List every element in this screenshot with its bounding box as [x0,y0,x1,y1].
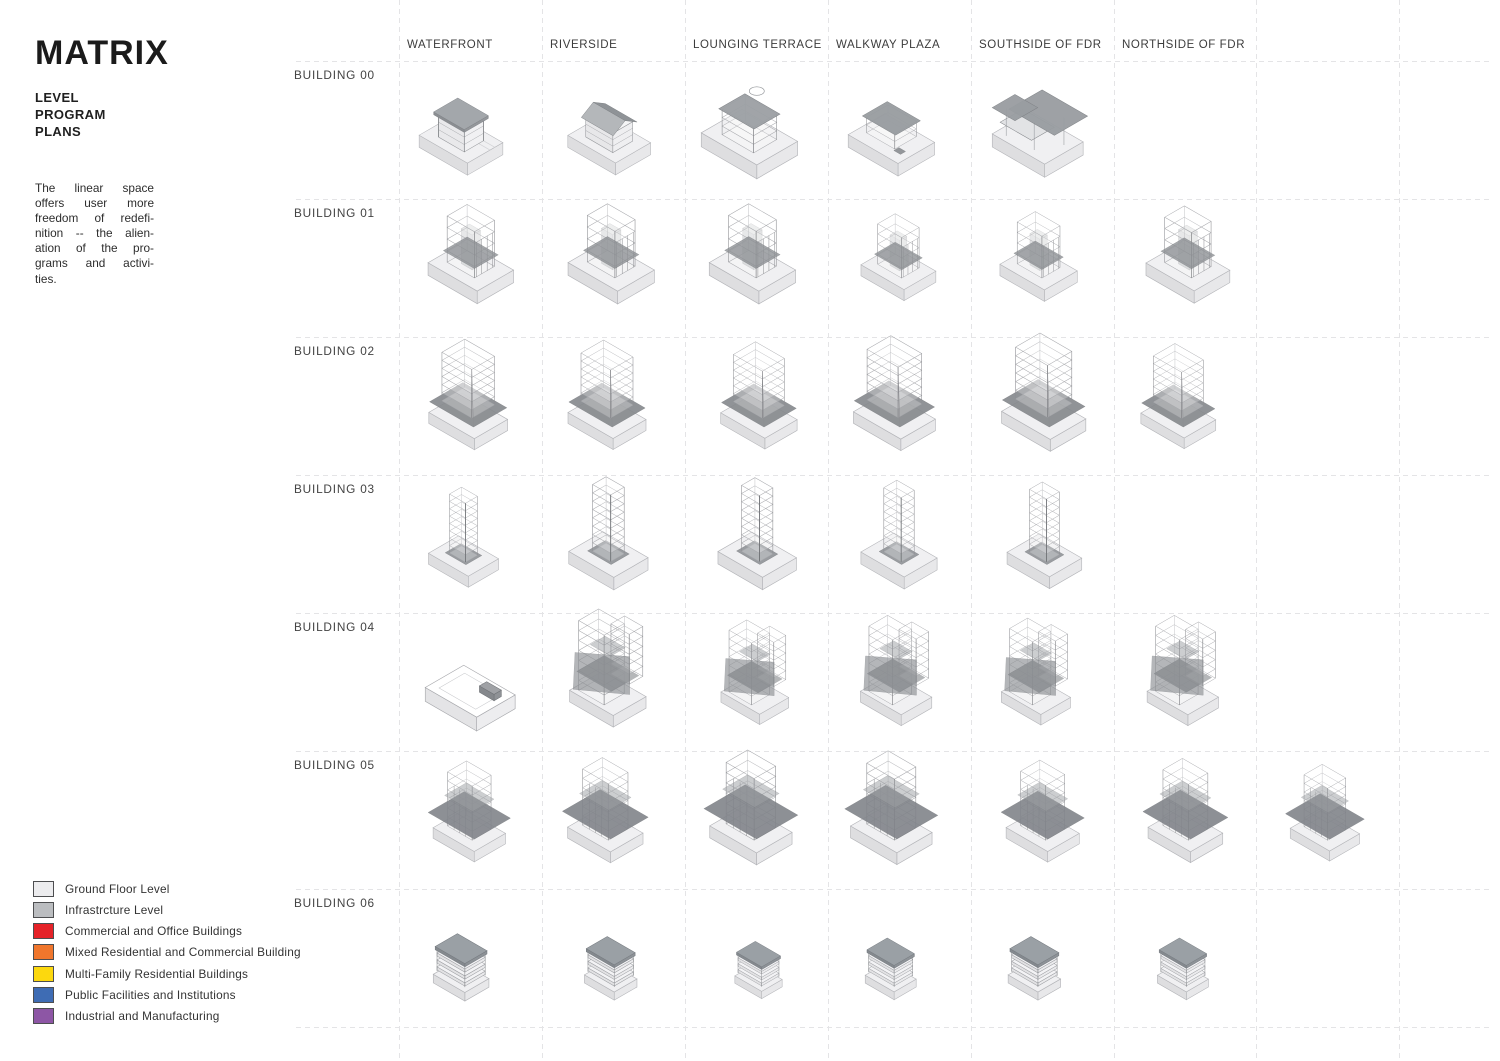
building-drawing [734,941,783,1000]
building-drawing [568,608,647,728]
building-drawing [1142,758,1229,864]
building-drawing [427,760,511,863]
subtitle-line: PLANS [35,124,82,139]
building-drawing [717,477,798,591]
row-label-building-02: BUILDING 02 [294,344,375,358]
legend-label: Multi-Family Residential Buildings [65,966,249,981]
legend-item: Infrastrcture Level [33,901,301,918]
page-title: MATRIX [35,34,169,72]
building-drawing [1006,481,1083,590]
building-drawing [427,486,500,588]
building-drawing [567,203,655,305]
row-label-building-00: BUILDING 00 [294,68,375,82]
description-line: ties. [35,271,57,286]
legend-label: Ground Floor Level [65,881,170,896]
column-header-northside-of-fdr: NORTHSIDE OF FDR [1122,39,1246,51]
building-drawing [583,936,638,1001]
building-drawing [860,479,938,590]
building-drawing [567,339,647,451]
description-line: offers user more [35,196,154,211]
legend-swatch [33,965,54,982]
building-drawing [1000,617,1072,726]
description-line: nition -- the alien- [35,226,154,241]
legend-label: Mixed Residential and Commercial Buildin… [65,945,301,960]
building-drawing [860,213,937,302]
building-drawing [999,211,1078,302]
building-drawing [864,937,917,1001]
building-drawing [847,101,936,177]
column-header-southside-of-fdr: SOUTHSIDE OF FDR [979,39,1102,51]
column-header-walkway-plaza: WALKWAY PLAZA [836,39,941,51]
building-drawing [432,933,490,1002]
building-drawing [568,476,649,591]
building-drawing [1000,332,1087,452]
legend-swatch [33,944,54,961]
legend-label: Infrastrcture Level [65,902,164,917]
legend-label: Commercial and Office Buildings [65,924,243,939]
row-label-building-05: BUILDING 05 [294,758,375,772]
building-drawing [720,619,790,726]
row-label-building-06: BUILDING 06 [294,896,375,910]
building-drawing [428,338,509,451]
building-drawing [844,750,939,866]
legend-item: Public Facilities and Institutions [33,986,301,1003]
row-label-building-04: BUILDING 04 [294,620,375,634]
building-drawing [991,89,1089,178]
description-line: grams and activi- [35,256,154,271]
page-subtitle: LEVEL PROGRAM PLANS [35,89,106,140]
legend-item: Mixed Residential and Commercial Buildin… [33,944,301,961]
building-drawing [427,204,515,305]
legend-swatch [33,1008,54,1025]
building-drawing [1007,936,1062,1001]
legend-item: Multi-Family Residential Buildings [33,965,301,982]
building-drawing [703,749,799,866]
building-drawing [720,341,798,450]
row-label-building-03: BUILDING 03 [294,482,375,496]
legend-swatch [33,923,54,940]
subtitle-line: LEVEL [35,90,79,105]
column-header-riverside: RIVERSIDE [550,39,618,51]
building-drawing [700,86,799,180]
legend: Ground Floor Level Infrastrcture Level Com… [33,880,301,1029]
legend-item: Industrial and Manufacturing [33,1008,301,1025]
subtitle-line: PROGRAM [35,107,106,122]
description-line: ation of the pro- [35,241,154,256]
building-drawing [1285,764,1365,862]
legend-swatch [33,901,54,918]
legend-item: Ground Floor Level [33,880,301,897]
building-drawing [561,757,649,864]
legend-label: Public Facilities and Institutions [65,987,236,1002]
building-drawing [1000,759,1085,863]
building-drawing [859,615,933,727]
building-drawing [1146,615,1220,727]
column-header-lounging-terrace: LOUNGING TERRACE [693,39,822,51]
building-drawing [418,97,504,176]
building-drawing [708,203,797,305]
description-paragraph: The linear space offers user more freedo… [35,181,154,287]
legend-swatch [33,986,54,1003]
legend-swatch [33,880,54,897]
building-drawing [1145,205,1231,304]
building-drawing [1140,343,1217,450]
description-line: freedom of redefi- [35,211,154,226]
row-label-building-01: BUILDING 01 [294,206,375,220]
building-drawing [1156,937,1209,1001]
building-drawing [567,101,652,176]
legend-item: Commercial and Office Buildings [33,923,301,940]
legend-label: Industrial and Manufacturing [65,1009,220,1024]
description-line: The linear space [35,181,154,195]
building-drawing [424,664,516,732]
column-header-waterfront: WATERFRONT [407,39,493,51]
building-drawing [852,335,936,452]
